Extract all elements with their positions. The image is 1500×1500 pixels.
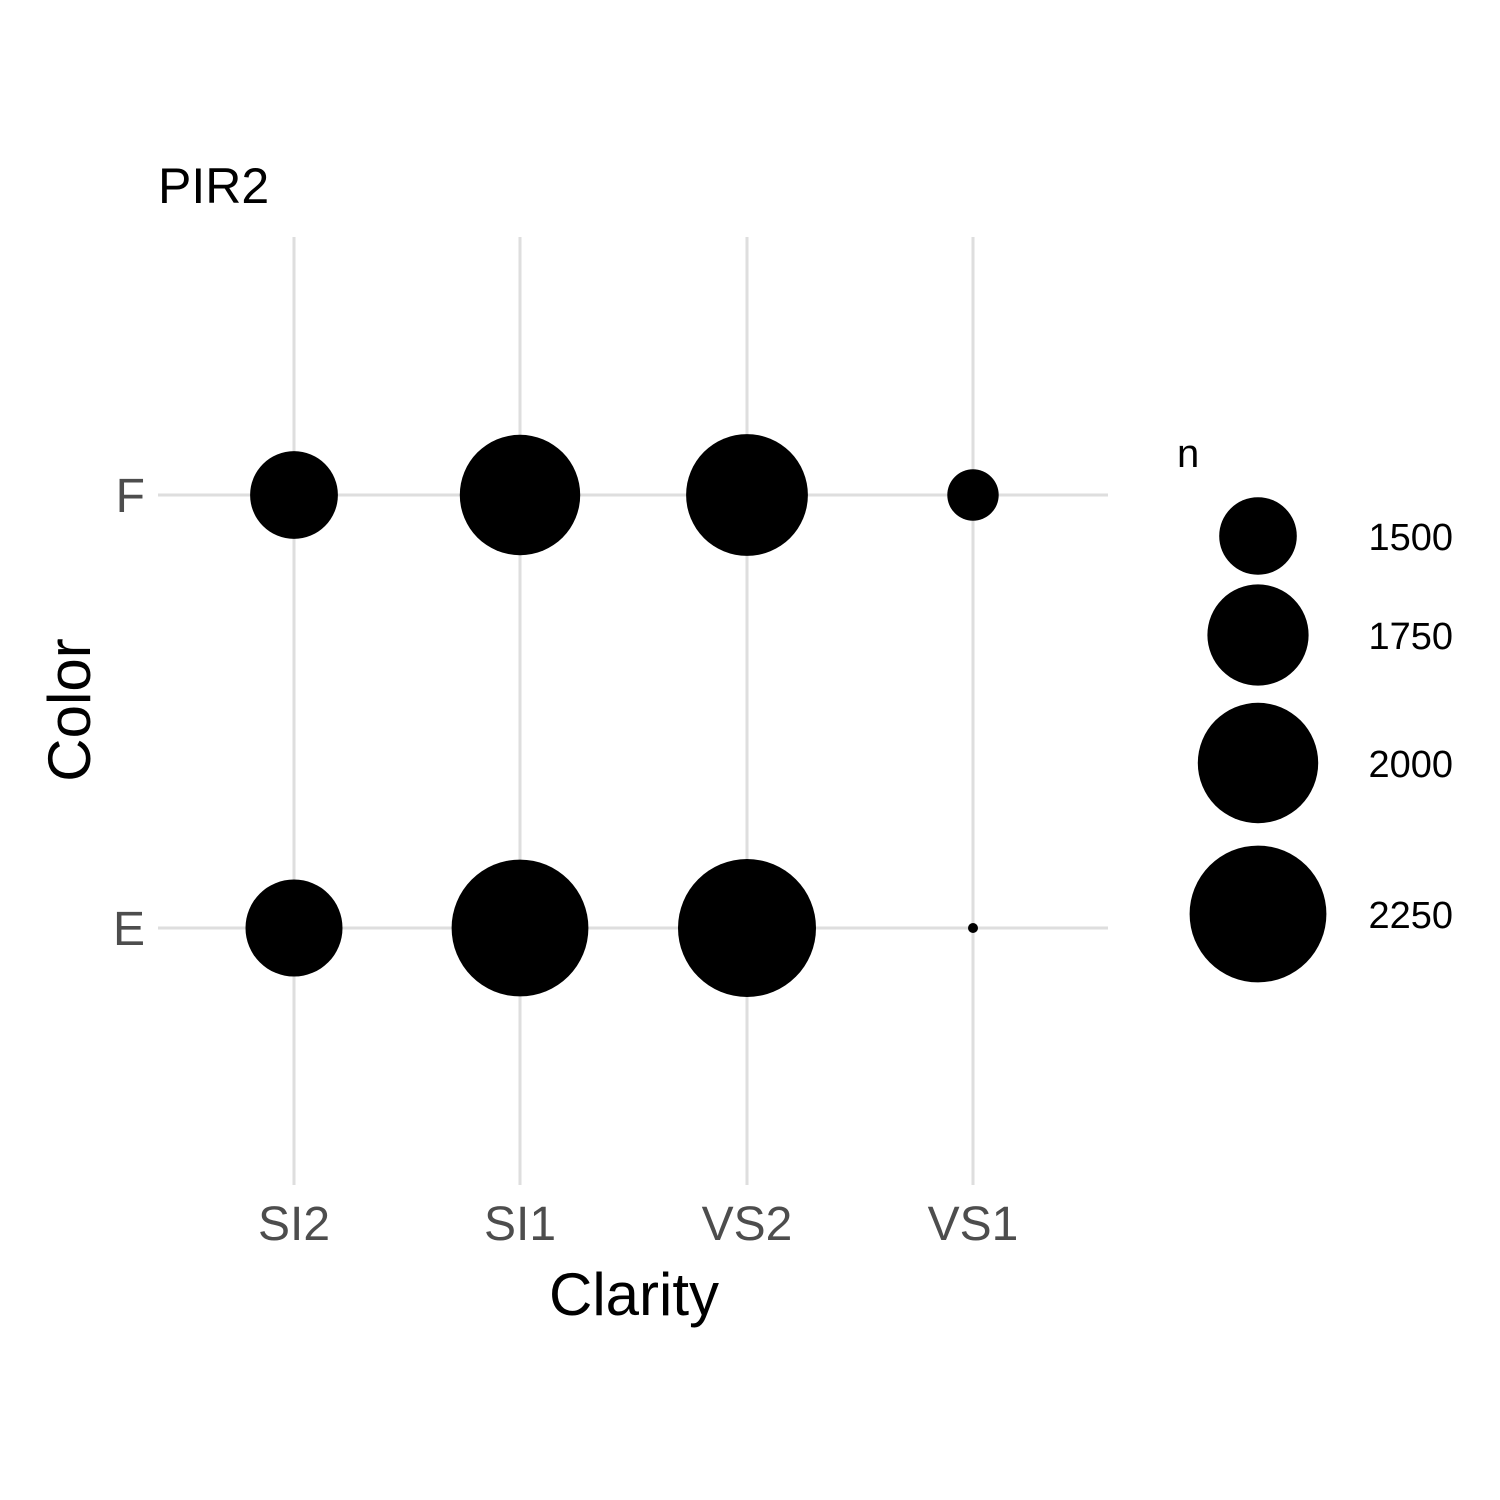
chart-title: PIR2 (158, 158, 269, 214)
bubbles (245, 434, 999, 997)
legend-key-2250 (1189, 845, 1327, 983)
x-axis-title: Clarity (549, 1261, 719, 1328)
bubble-si1-e (451, 859, 589, 997)
legend-label-1500: 1500 (1368, 517, 1453, 559)
bubble-si1-f (459, 434, 581, 556)
y-axis-title: Color (36, 638, 103, 781)
x-tick-vs2: VS2 (702, 1198, 793, 1251)
x-tick-si2: SI2 (258, 1198, 330, 1251)
x-tick-si1: SI1 (484, 1198, 556, 1251)
legend-label-2000: 2000 (1368, 744, 1453, 786)
legend-label-2250: 2250 (1368, 895, 1453, 937)
legend-key-1750 (1207, 584, 1309, 686)
bubble-vs2-f (686, 434, 808, 556)
legend-label-1750: 1750 (1368, 616, 1453, 658)
x-tick-labels: SI2 SI1 VS2 VS1 (258, 1198, 1018, 1251)
bubble-vs1-f (947, 469, 999, 521)
legend-key-1500 (1219, 497, 1297, 575)
x-tick-vs1: VS1 (928, 1198, 1019, 1251)
y-tick-e: E (113, 903, 145, 956)
bubble-si2-e (245, 879, 343, 977)
y-tick-labels: EF (113, 470, 145, 956)
y-tick-f: F (116, 470, 145, 523)
bubble-si2-f (250, 451, 338, 539)
bubble-vs1-e (968, 923, 978, 933)
grid-lines (158, 237, 1108, 1185)
size-legend: n 1500 1750 2000 2250 (1177, 432, 1453, 983)
bubble-vs2-e (678, 859, 816, 997)
legend-title: n (1177, 432, 1199, 476)
legend-key-2000 (1197, 702, 1319, 824)
